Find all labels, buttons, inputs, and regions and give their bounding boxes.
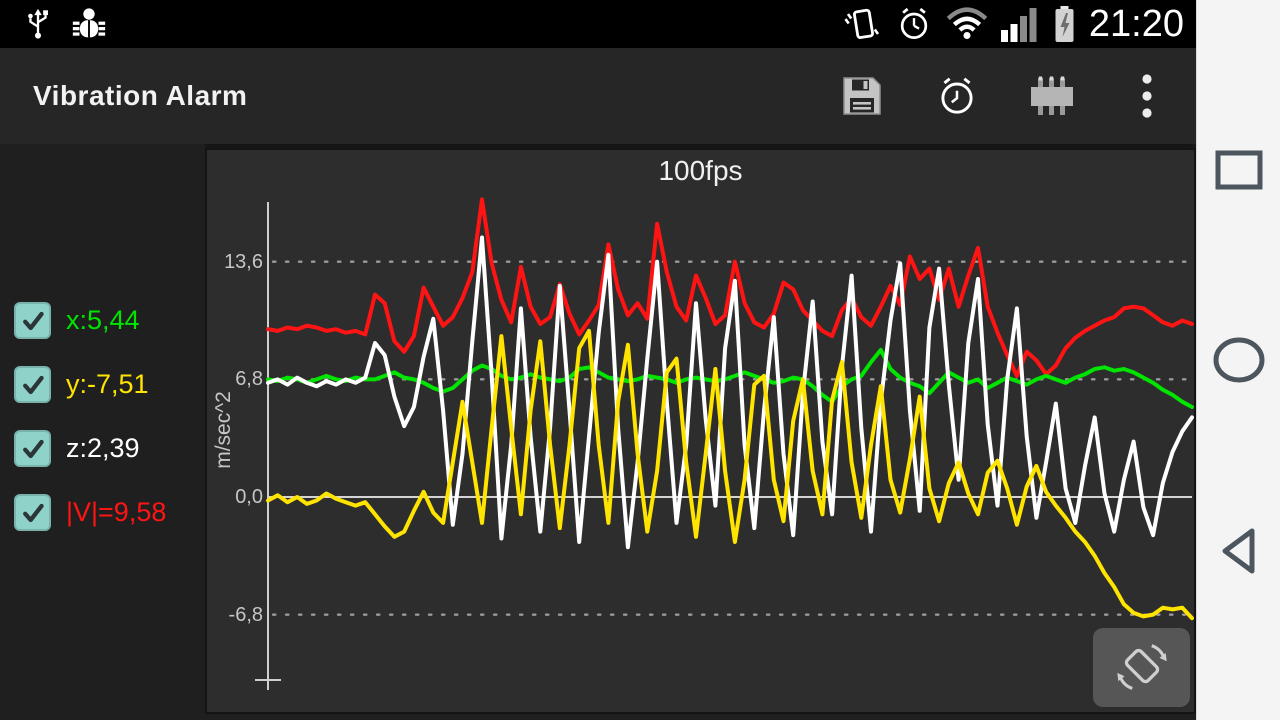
status-bar-right-icons: 21:20 <box>843 0 1184 48</box>
legend-row-z: z:2,39 <box>14 430 140 467</box>
alarm-clock-icon <box>940 77 973 114</box>
status-alarm-icon <box>900 7 928 39</box>
legend-label-x: x:5,44 <box>66 305 140 335</box>
legend-row-x: x:5,44 <box>14 302 140 339</box>
y-tick-label: 6,8 <box>235 368 263 391</box>
overflow-menu-button[interactable] <box>1099 48 1194 144</box>
checkbox-x[interactable] <box>14 302 51 339</box>
navigation-bar <box>1196 0 1280 720</box>
checkmark-icon <box>22 375 44 394</box>
save-button[interactable] <box>814 48 909 144</box>
legend-label-z: z:2,39 <box>66 433 140 463</box>
clock-time: 21:20 <box>1088 3 1184 45</box>
legend-label-y: y:-7,51 <box>66 369 149 399</box>
nav-recents-button[interactable] <box>1214 146 1264 199</box>
legend-label-v: |V|=9,58 <box>66 497 167 527</box>
y-tick-label: 0,0 <box>235 486 263 508</box>
y-tick-label: -6,8 <box>228 603 263 626</box>
vibrate-icon <box>844 8 879 39</box>
checkbox-z[interactable] <box>14 430 51 467</box>
overflow-dots-icon <box>1141 74 1152 118</box>
wifi-icon <box>946 7 988 40</box>
checkmark-icon <box>22 439 44 458</box>
legend-row-y: y:-7,51 <box>14 366 149 403</box>
chart-title: 100fps <box>658 155 743 186</box>
legend-row-v: |V|=9,58 <box>14 494 166 531</box>
checkmark-icon <box>22 311 44 330</box>
usb-icon <box>28 8 48 39</box>
chart-panel: 100fps m/sec^2 13,6 6,8 0,0 -6,8 <box>205 148 1196 714</box>
debug-bug-icon <box>72 8 106 38</box>
screen-rotation-button[interactable] <box>1093 628 1190 707</box>
status-bar: 21:20 <box>0 0 1196 48</box>
home-circle-icon <box>1213 337 1264 383</box>
checkbox-y[interactable] <box>14 366 51 403</box>
save-floppy-icon <box>842 77 881 115</box>
cell-signal-icon <box>1000 8 1037 42</box>
checkmark-icon <box>22 503 44 522</box>
app-title: Vibration Alarm <box>33 80 248 111</box>
nav-home-button[interactable] <box>1212 336 1266 389</box>
chart-plot <box>255 197 1194 690</box>
y-tick-label: 13,6 <box>224 250 263 273</box>
sensor-chip-button[interactable] <box>1004 48 1099 144</box>
screen-rotation-icon <box>1116 643 1167 690</box>
chip-icon <box>1030 76 1073 115</box>
checkbox-v[interactable] <box>14 494 51 531</box>
status-bar-left-icons <box>22 5 108 43</box>
back-triangle-icon <box>1222 528 1254 574</box>
app-toolbar: Vibration Alarm <box>0 48 1196 144</box>
recents-square-icon <box>1215 150 1262 190</box>
battery-charging-icon <box>1055 6 1074 42</box>
alarm-button[interactable] <box>909 48 1004 144</box>
nav-back-button[interactable] <box>1216 526 1262 581</box>
toolbar-actions <box>814 48 1194 144</box>
legend-panel: x:5,44 y:-7,51 z:2,39 | <box>0 144 205 720</box>
